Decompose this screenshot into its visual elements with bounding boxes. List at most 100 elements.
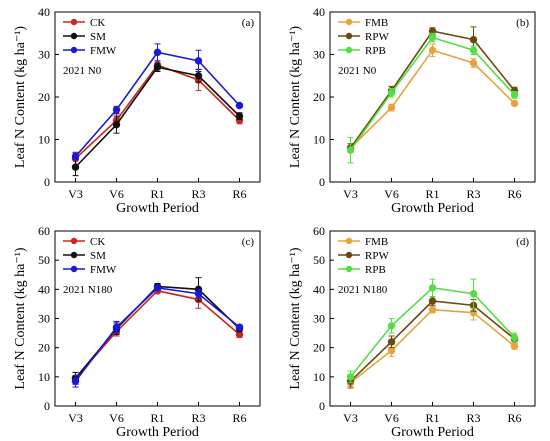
y-tick-label: 40: [313, 5, 325, 19]
y-tick-label: 0: [319, 399, 325, 413]
panel-label: (d): [516, 236, 529, 248]
legend-swatch-marker: [70, 237, 78, 245]
data-point: [469, 46, 478, 54]
legend-label: RPW: [365, 31, 389, 43]
legend-label: RPB: [365, 264, 386, 276]
panel-annotation: 2021 N0: [338, 65, 377, 77]
chart-panel-3: 0 10 20 30 40 50 60 V3 V6 R1 R3 R6 Growth Period Leaf…: [288, 224, 536, 440]
legend-label: CK: [90, 236, 105, 248]
x-tick-label: R1: [150, 411, 164, 425]
x-tick-label: V6: [384, 187, 399, 201]
data-point: [346, 373, 355, 381]
x-tick-label: R6: [507, 187, 521, 201]
x-tick-label: V3: [343, 187, 358, 201]
series-FMW: [71, 284, 244, 388]
data-point: [71, 152, 80, 161]
y-tick-label: 30: [38, 312, 50, 326]
data-point: [428, 297, 437, 305]
chart-panel-2: 0 10 20 30 40 50 60 V3 V6 R1 R3 R6 Growth Period Leaf…: [13, 224, 261, 440]
y-axis-title: Leaf N Content (kg ha⁻¹): [288, 247, 303, 390]
legend-entry: RPW: [338, 250, 389, 262]
y-axis-title: Leaf N Content (kg ha⁻¹): [13, 26, 28, 169]
series-line: [74, 287, 241, 382]
y-tick-label: 10: [38, 133, 50, 147]
x-tick-label: R1: [425, 411, 439, 425]
data-point: [194, 57, 203, 65]
legend-entry: FMW: [63, 45, 117, 57]
series-line: [74, 285, 241, 379]
x-tick-label: V3: [68, 411, 83, 425]
legend-swatch-marker: [345, 46, 353, 54]
y-tick-label: 0: [319, 175, 325, 189]
data-point: [510, 342, 519, 350]
chart-panel-1: 0 10 20 30 40 V3 V6 R1 R3 R6 Growth Period Leaf N C…: [288, 5, 536, 216]
data-point: [235, 112, 244, 120]
y-tick-label: 0: [44, 175, 50, 189]
x-axis-title: Growth Period: [116, 201, 199, 216]
series-FMW: [71, 43, 244, 161]
legend-label: FMB: [365, 236, 388, 248]
series-CK: [71, 287, 244, 385]
data-point: [510, 91, 519, 99]
y-tick-label: 50: [38, 253, 50, 267]
data-point: [194, 290, 203, 298]
x-tick-label: R3: [466, 411, 480, 425]
panel-annotation: 2021 N180: [63, 284, 113, 296]
legend-swatch-marker: [345, 32, 353, 40]
panels: 0 10 20 30 40 V3 V6 R1 R3 R6 Growth Period Leaf N C…: [13, 5, 536, 440]
x-tick-label: R3: [466, 187, 480, 201]
data-point: [469, 35, 478, 44]
series-RPB: [346, 32, 519, 164]
data-point: [428, 46, 437, 54]
chart-panel-0: 0 10 20 30 40 V3 V6 R1 R3 R6 Growth Period Leaf N C…: [13, 5, 261, 216]
y-tick-label: 10: [313, 370, 325, 384]
panel-label: (b): [516, 17, 529, 29]
legend-entry: RPB: [338, 264, 386, 276]
data-point: [428, 33, 437, 42]
data-point: [112, 120, 121, 129]
legend-label: RPB: [365, 45, 386, 57]
x-tick-label: R6: [507, 411, 521, 425]
y-tick-label: 10: [313, 133, 325, 147]
y-tick-label: 60: [38, 224, 50, 238]
legend-label: FMW: [90, 45, 117, 57]
legend-swatch-marker: [345, 251, 353, 259]
legend-label: FMW: [90, 264, 117, 276]
x-tick-label: V6: [384, 411, 399, 425]
series-FMB: [346, 304, 519, 389]
legend-label: CK: [90, 17, 105, 29]
data-point: [153, 284, 162, 292]
legend-swatch-marker: [70, 265, 78, 273]
data-point: [387, 89, 396, 97]
legend-swatch-marker: [345, 237, 353, 245]
series-SM: [71, 62, 244, 177]
data-point: [346, 146, 355, 154]
data-point: [153, 63, 162, 71]
legend-entry: CK: [63, 17, 105, 29]
data-point: [387, 338, 396, 346]
x-tick-label: V3: [68, 187, 83, 201]
y-tick-label: 20: [313, 341, 325, 355]
panel-label: (a): [242, 17, 255, 29]
data-point: [235, 323, 244, 331]
y-tick-label: 20: [38, 90, 50, 104]
x-tick-label: V6: [109, 187, 124, 201]
y-tick-label: 40: [38, 5, 50, 19]
y-tick-label: 20: [313, 90, 325, 104]
legend-swatch-marker: [70, 251, 78, 259]
x-axis-title: Growth Period: [391, 425, 474, 440]
series-RPB: [346, 278, 519, 384]
series-line: [74, 289, 241, 379]
data-point: [469, 59, 478, 67]
x-tick-label: R6: [232, 411, 246, 425]
data-point: [71, 163, 80, 171]
series-FMB: [346, 43, 519, 153]
data-point: [387, 103, 396, 112]
panel-label: (c): [242, 236, 255, 248]
panel-annotation: 2021 N180: [338, 284, 388, 296]
x-axis-title: Growth Period: [391, 201, 474, 216]
legend-entry: CK: [63, 236, 105, 248]
legend-swatch-marker: [70, 46, 78, 54]
legend-entry: FMB: [338, 236, 388, 248]
